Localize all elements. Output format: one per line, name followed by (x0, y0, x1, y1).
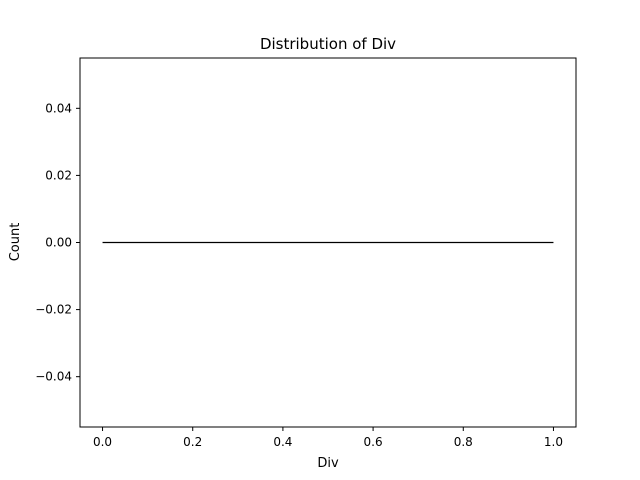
x-axis-label: Div (317, 456, 339, 471)
x-tick-label: 0.2 (183, 435, 202, 449)
y-axis-label: Count (8, 223, 23, 262)
y-tick-label: −0.02 (35, 303, 72, 317)
x-tick-label: 0.4 (273, 435, 292, 449)
y-tick-label: 0.04 (45, 101, 72, 115)
chart-title: Distribution of Div (260, 35, 396, 53)
y-tick-label: −0.04 (35, 370, 72, 384)
y-axis: −0.04 −0.02 0.00 0.02 0.04 (35, 101, 80, 384)
x-tick-label: 0.0 (93, 435, 112, 449)
x-tick-label: 0.6 (364, 435, 383, 449)
y-tick-label: 0.02 (45, 168, 72, 182)
x-axis: 0.0 0.2 0.4 0.6 0.8 1.0 (93, 427, 563, 449)
x-tick-label: 1.0 (544, 435, 563, 449)
x-tick-label: 0.8 (454, 435, 473, 449)
y-tick-label: 0.00 (45, 236, 72, 250)
